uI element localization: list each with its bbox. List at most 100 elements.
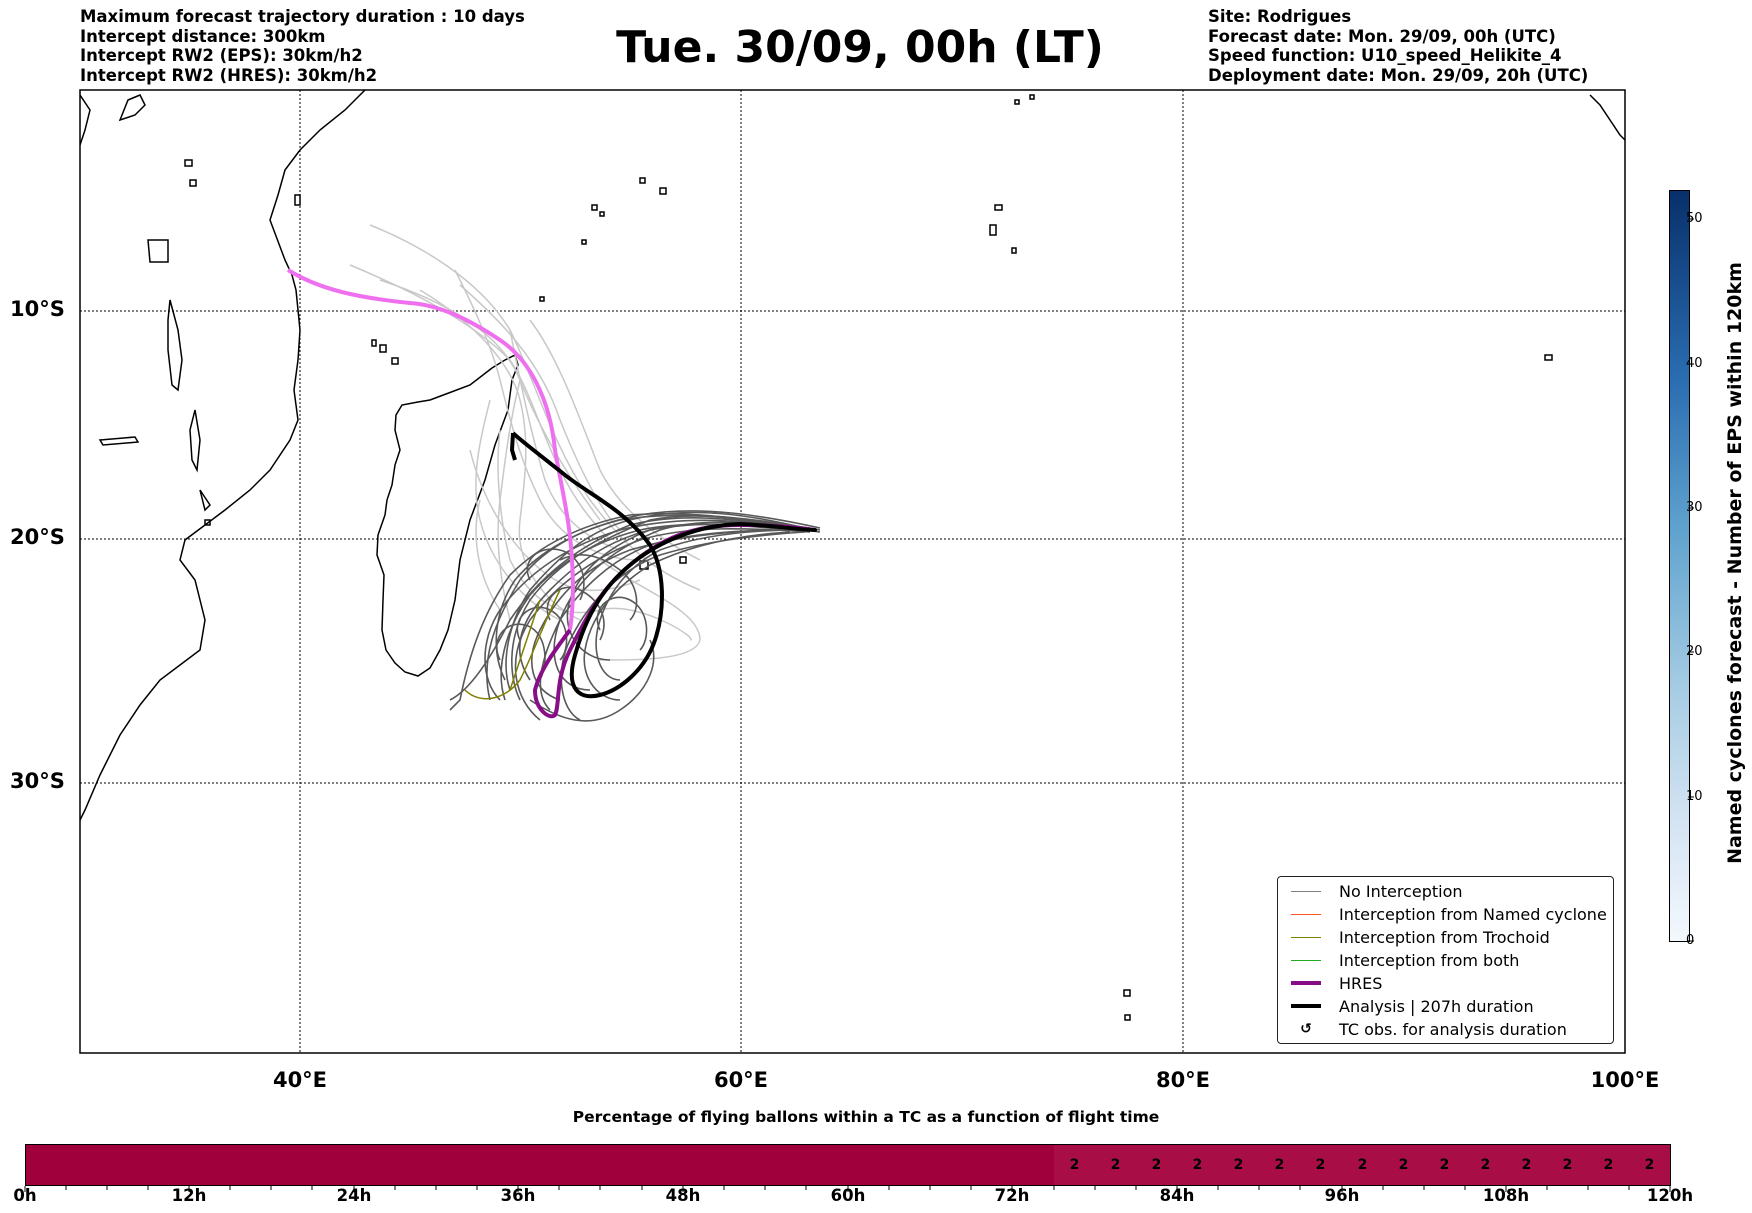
flight-time-tick-72h: 72h bbox=[994, 1186, 1030, 1205]
percentage-cell-78h: 2 bbox=[1110, 1157, 1121, 1173]
header-intercept-hres: Intercept RW2 (HRES): 30km/h2 bbox=[80, 65, 378, 85]
ensemble-trajectories-dark bbox=[449, 510, 821, 722]
lon-label-40e: 40°E bbox=[272, 1068, 328, 1092]
trochoid-interceptions bbox=[464, 589, 561, 700]
legend-item-both: Interception from both bbox=[1278, 949, 1519, 971]
colorbar-tick-label-50: 50 bbox=[1686, 211, 1703, 226]
legend-label-trochoid: Interception from Trochoid bbox=[1339, 927, 1550, 947]
percentage-cell-96h: 2 bbox=[1357, 1157, 1368, 1173]
legend-label-named-cyclone: Interception from Named cyclone bbox=[1339, 904, 1607, 924]
lake-zone bbox=[98, 436, 140, 446]
colorbar-tick-label-10: 10 bbox=[1686, 789, 1703, 804]
north-islands bbox=[1014, 94, 1625, 141]
mauritius-island bbox=[679, 556, 687, 564]
percentage-bar-minor-ticks bbox=[24, 1186, 1671, 1192]
map-frame bbox=[79, 89, 1626, 1054]
comoros bbox=[371, 339, 399, 365]
legend-swatch-trochoid bbox=[1291, 936, 1321, 938]
percentage-bar-title: Percentage of flying ballons within a TC… bbox=[572, 1108, 1160, 1126]
legend-label-no-interception: No Interception bbox=[1339, 881, 1463, 901]
header-info-left: Maximum forecast trajectory duration : 1… bbox=[80, 7, 525, 85]
header-forecast-date: Forecast date: Mon. 29/09, 00h (UTC) bbox=[1208, 26, 1556, 46]
flight-time-tick-120h: 120h bbox=[1646, 1186, 1694, 1205]
flight-time-tick-60h: 60h bbox=[830, 1186, 866, 1205]
flight-time-tick-48h: 48h bbox=[665, 1186, 701, 1205]
legend-swatch-named-cyclone bbox=[1291, 913, 1321, 915]
percentage-cell-99h: 2 bbox=[1398, 1157, 1409, 1173]
legend-label-analysis: Analysis | 207h duration bbox=[1339, 996, 1534, 1016]
flight-time-tick-96h: 96h bbox=[1324, 1186, 1360, 1205]
site-marker bbox=[813, 528, 817, 532]
percentage-cell-93h: 2 bbox=[1315, 1157, 1326, 1173]
header-speed-function: Speed function: U10_speed_Helikite_4 bbox=[1208, 46, 1562, 65]
header-site: Site: Rodrigues bbox=[1208, 7, 1352, 26]
arabian-coastline bbox=[80, 94, 91, 146]
lon-label-100e: 100°E bbox=[1590, 1068, 1660, 1092]
lat-label-30s: 30°S bbox=[10, 769, 65, 793]
legend-swatch-analysis bbox=[1291, 1004, 1321, 1008]
colorbar-label: Named cyclones forecast - Number of EPS … bbox=[1724, 262, 1746, 864]
analysis-track-start bbox=[509, 432, 517, 461]
lake-victoria bbox=[147, 239, 169, 263]
colorbar-tick-label-20: 20 bbox=[1686, 644, 1703, 659]
percentage-cell-108h: 2 bbox=[1521, 1157, 1532, 1173]
lat-label-20s: 20°S bbox=[10, 525, 65, 549]
flight-time-tick-0h: 0h bbox=[13, 1186, 37, 1205]
legend-swatch-no-interception bbox=[1291, 890, 1321, 892]
percentage-cell-102h: 2 bbox=[1439, 1157, 1450, 1173]
flight-time-tick-24h: 24h bbox=[336, 1186, 372, 1205]
percentage-cell-90h: 2 bbox=[1274, 1157, 1285, 1173]
header-info-right: Site: Rodrigues Forecast date: Mon. 29/0… bbox=[1208, 7, 1588, 85]
colorbar bbox=[1669, 190, 1690, 942]
flight-time-tick-36h: 36h bbox=[500, 1186, 536, 1205]
lake-malawi bbox=[189, 409, 201, 473]
percentage-cell-87h: 2 bbox=[1233, 1157, 1244, 1173]
legend-label-hres: HRES bbox=[1339, 973, 1383, 993]
lake-lower bbox=[199, 489, 211, 512]
header-intercept-distance: Intercept distance: 300km bbox=[80, 26, 326, 46]
header-duration: Maximum forecast trajectory duration : 1… bbox=[80, 7, 525, 26]
lat-label-10s: 10°S bbox=[10, 297, 65, 321]
legend-item-analysis: Analysis | 207h duration bbox=[1278, 995, 1534, 1017]
hres-trajectory-early bbox=[286, 268, 576, 631]
flight-time-tick-108h: 108h bbox=[1482, 1186, 1530, 1205]
legend-item-named-cyclone: Interception from Named cyclone bbox=[1278, 903, 1607, 925]
madagascar-coastline bbox=[376, 353, 519, 677]
header-intercept-eps: Intercept RW2 (EPS): 30km/h2 bbox=[80, 46, 363, 65]
colorbar-ticks bbox=[1688, 218, 1694, 942]
chagos-islands bbox=[989, 204, 1017, 254]
lon-label-80e: 80°E bbox=[1155, 1068, 1211, 1092]
legend-item-tc-obs: ↺ TC obs. for analysis duration bbox=[1278, 1018, 1567, 1040]
legend-item-no-interception: No Interception bbox=[1278, 880, 1463, 902]
legend-label-both: Interception from both bbox=[1339, 950, 1520, 970]
flight-time-tick-12h: 12h bbox=[171, 1186, 207, 1205]
page-title: Tue. 30/09, 00h (LT) bbox=[616, 22, 1104, 73]
lon-label-60e: 60°E bbox=[713, 1068, 769, 1092]
colorbar-tick-label-40: 40 bbox=[1686, 356, 1703, 371]
header-deployment-date: Deployment date: Mon. 29/09, 20h (UTC) bbox=[1208, 65, 1589, 85]
africa-coastline bbox=[80, 90, 366, 821]
percentage-cell-117h: 2 bbox=[1644, 1157, 1655, 1173]
percentage-cell-81h: 2 bbox=[1151, 1157, 1162, 1173]
percentage-cell-75h: 2 bbox=[1069, 1157, 1080, 1173]
legend-item-hres: HRES bbox=[1278, 972, 1382, 994]
percentage-cell-105h: 2 bbox=[1480, 1157, 1491, 1173]
percentage-cell-111h: 2 bbox=[1562, 1157, 1573, 1173]
percentage-bar-nonzero-region bbox=[1054, 1145, 1670, 1185]
legend-item-trochoid: Interception from Trochoid bbox=[1278, 926, 1550, 948]
east-africa-small-islands bbox=[118, 94, 301, 526]
legend-label-tc-obs: TC obs. for analysis duration bbox=[1339, 1019, 1567, 1039]
colorbar-tick-label-30: 30 bbox=[1686, 500, 1703, 515]
legend-swatch-both bbox=[1291, 959, 1321, 961]
legend-swatch-hres bbox=[1291, 981, 1321, 985]
eastern-islands bbox=[1123, 354, 1553, 1021]
coastlines bbox=[80, 90, 1625, 1021]
tc-obs-icon: ↺ bbox=[1300, 1021, 1312, 1037]
analysis-track bbox=[511, 431, 816, 699]
seychelles bbox=[539, 177, 667, 302]
map-gridlines bbox=[80, 90, 1625, 1053]
colorbar-tick-label-0: 0 bbox=[1686, 933, 1695, 948]
map-legend: No Interception Interception from Named … bbox=[1277, 876, 1614, 1044]
percentage-cell-84h: 2 bbox=[1192, 1157, 1203, 1173]
